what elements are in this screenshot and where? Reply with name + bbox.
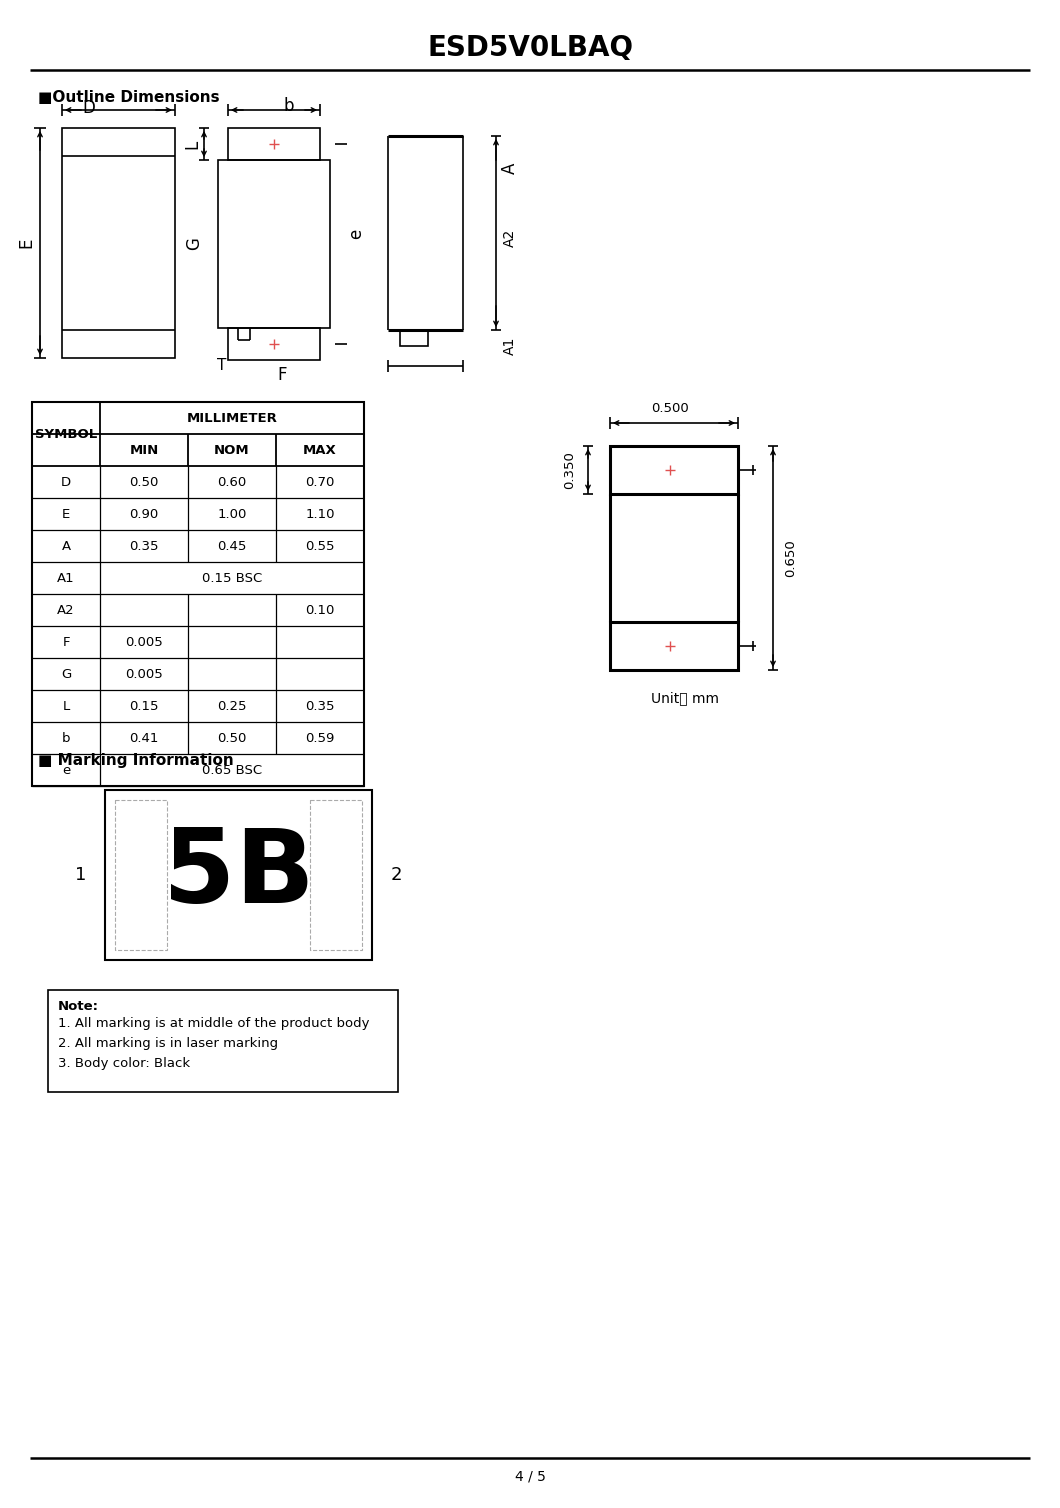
Text: D: D <box>82 100 95 118</box>
Bar <box>310 801 363 950</box>
Bar <box>105 790 372 961</box>
Text: 0.50: 0.50 <box>217 731 247 745</box>
Text: 0.65 BSC: 0.65 BSC <box>202 763 262 777</box>
Text: 0.50: 0.50 <box>129 475 159 489</box>
Bar <box>32 403 364 786</box>
Text: 0.41: 0.41 <box>129 731 159 745</box>
Text: 2: 2 <box>390 866 402 884</box>
Text: A2: A2 <box>57 603 75 617</box>
Text: 0.500: 0.500 <box>651 403 689 416</box>
Bar <box>218 160 330 329</box>
Text: F: F <box>278 366 287 385</box>
Text: 3. Body color: Black: 3. Body color: Black <box>58 1057 190 1069</box>
Text: E: E <box>61 508 70 520</box>
Text: MAX: MAX <box>303 443 337 457</box>
Text: G: G <box>60 668 71 680</box>
Text: 0.90: 0.90 <box>129 508 159 520</box>
Text: 0.55: 0.55 <box>305 540 335 552</box>
Bar <box>400 330 428 345</box>
Text: 1. All marking is at middle of the product body: 1. All marking is at middle of the produ… <box>58 1016 370 1030</box>
Text: SYMBOL: SYMBOL <box>35 427 98 440</box>
Text: 1.10: 1.10 <box>305 508 335 520</box>
Text: b: b <box>284 97 295 115</box>
Text: A: A <box>501 163 519 173</box>
Text: e: e <box>61 763 70 777</box>
Bar <box>610 621 738 670</box>
Text: D: D <box>60 475 71 489</box>
Bar <box>48 989 398 1092</box>
Text: 0.10: 0.10 <box>305 603 335 617</box>
Text: ■ Marking Information: ■ Marking Information <box>38 752 234 768</box>
Text: 0.650: 0.650 <box>784 540 797 578</box>
Text: L: L <box>63 700 70 712</box>
Text: 1.00: 1.00 <box>217 508 247 520</box>
Text: 0.45: 0.45 <box>217 540 247 552</box>
Text: 5B: 5B <box>162 825 315 926</box>
Text: b: b <box>61 731 70 745</box>
Text: A1: A1 <box>504 336 517 356</box>
Text: ESD5V0LBAQ: ESD5V0LBAQ <box>427 35 633 62</box>
Text: 0.005: 0.005 <box>125 635 163 648</box>
Text: F: F <box>63 635 70 648</box>
Text: NOM: NOM <box>214 443 250 457</box>
Text: ■Outline Dimensions: ■Outline Dimensions <box>38 90 219 106</box>
Text: 0.70: 0.70 <box>305 475 335 489</box>
Text: 2. All marking is in laser marking: 2. All marking is in laser marking <box>58 1036 278 1050</box>
Text: 1: 1 <box>75 866 87 884</box>
Text: 0.350: 0.350 <box>564 451 577 489</box>
Text: 0.15: 0.15 <box>129 700 159 712</box>
Text: A: A <box>61 540 71 552</box>
Bar <box>114 801 167 950</box>
Text: A2: A2 <box>504 229 517 247</box>
Text: 0.005: 0.005 <box>125 668 163 680</box>
Bar <box>228 128 320 160</box>
Text: Unit： mm: Unit： mm <box>651 691 719 706</box>
Text: T: T <box>217 359 227 374</box>
Text: G: G <box>186 238 204 250</box>
Bar <box>610 446 738 495</box>
Text: A1: A1 <box>57 572 75 585</box>
Text: MILLIMETER: MILLIMETER <box>187 412 278 424</box>
Text: 0.15 BSC: 0.15 BSC <box>201 572 262 585</box>
Text: 4 / 5: 4 / 5 <box>514 1469 546 1482</box>
Text: 0.60: 0.60 <box>217 475 247 489</box>
Text: 0.35: 0.35 <box>129 540 159 552</box>
Text: 0.59: 0.59 <box>305 731 335 745</box>
Text: E: E <box>17 238 35 249</box>
Text: Note:: Note: <box>58 1000 99 1012</box>
Text: e: e <box>347 229 365 240</box>
Text: 0.35: 0.35 <box>305 700 335 712</box>
Bar <box>61 128 175 357</box>
Text: 0.25: 0.25 <box>217 700 247 712</box>
Text: L: L <box>183 139 201 149</box>
Bar <box>228 329 320 360</box>
Text: MIN: MIN <box>129 443 159 457</box>
